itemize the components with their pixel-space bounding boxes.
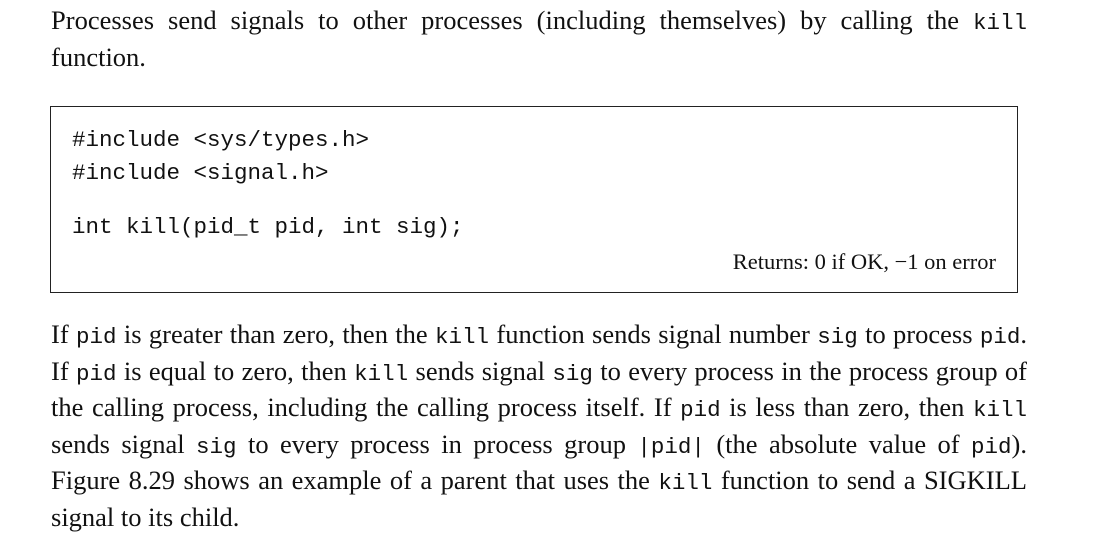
inline-code: sig — [552, 360, 593, 387]
code-line-include-signal: #include <signal.h> — [72, 160, 329, 186]
body-text: . If — [51, 319, 1027, 386]
inline-code: kill — [354, 360, 409, 387]
body-text: sends signal — [51, 428, 197, 459]
inline-code: pid — [680, 397, 721, 423]
body-text: (the absolute value of — [704, 428, 972, 459]
function-prototype-box: #include <sys/types.h> #include <signal.… — [50, 106, 1018, 293]
inline-code: pid — [76, 324, 117, 350]
body-text: to every process in the process group of… — [51, 355, 1027, 423]
intro-text: function. — [51, 41, 146, 72]
body-paragraph: If pid is greater than zero, then the ki… — [51, 318, 1027, 534]
body-text: function sends signal number — [489, 319, 818, 349]
inline-code: sig — [817, 324, 858, 350]
inline-code: kill — [972, 10, 1027, 36]
inline-code: sig — [196, 433, 237, 460]
body-text: ). Figure 8.29 shows an example of a par… — [51, 428, 1027, 496]
returns-note: Returns: 0 if OK, −1 on error — [732, 249, 996, 274]
inline-code: pid — [76, 360, 117, 387]
body-text: sends signal — [408, 355, 553, 386]
body-text: to every process in process group — [236, 428, 638, 459]
intro-text: Processes send signals to other processe… — [51, 5, 973, 35]
inline-code: |pid| — [637, 433, 705, 460]
body-text: is greater than zero, then the — [116, 319, 436, 349]
inline-code: kill — [435, 324, 490, 350]
code-line-include-sys-types: #include <sys/types.h> — [72, 127, 370, 153]
body-text: If — [51, 319, 76, 349]
inline-code: pid — [979, 324, 1021, 350]
inline-code: kill — [972, 397, 1027, 423]
body-text: is equal to zero, then — [116, 355, 355, 386]
body-text: to process — [857, 319, 980, 349]
code-line-kill-prototype: int kill(pid_t pid, int sig); — [72, 214, 464, 240]
body-text: is less than zero, then — [720, 392, 973, 422]
inline-code: kill — [658, 470, 713, 496]
body-text: function to send a SIGKILL signal to its… — [51, 465, 1027, 532]
inline-code: pid — [971, 433, 1012, 460]
intro-paragraph: Processes send signals to other processe… — [51, 4, 1027, 74]
